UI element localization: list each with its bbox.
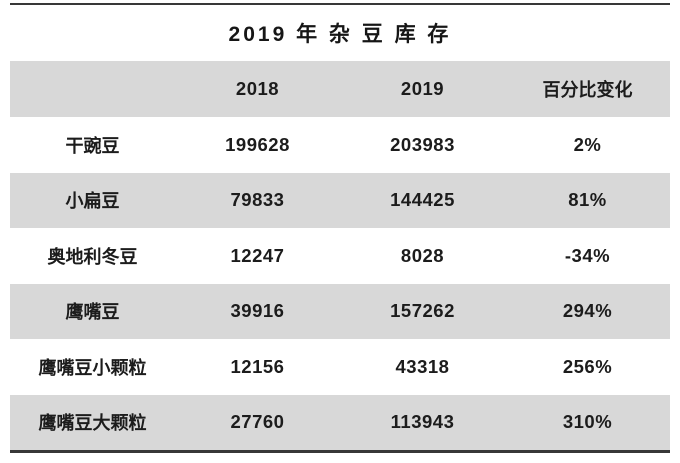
value-2019-cell: 144425: [390, 189, 455, 211]
value-2019-cell: 8028: [400, 244, 445, 266]
value-2019-cell: 203983: [390, 133, 455, 155]
percent-change-cell: 81%: [568, 189, 607, 211]
table-row: 鹰嘴豆小颗粒 12156 43318 256%: [10, 339, 670, 395]
value-2018-cell: 27760: [230, 411, 285, 433]
table-row: 鹰嘴豆 39916 157262 294%: [10, 283, 670, 339]
header-cell-change: 百分比变化: [542, 80, 633, 100]
table-header-row: 2018 2019 百分比变化: [10, 61, 670, 117]
table-top-rule: [10, 3, 670, 5]
row-label-cell: 鹰嘴豆: [65, 302, 120, 323]
value-2018-cell: 12247: [230, 244, 285, 266]
header-cell-2019: 2019: [400, 78, 445, 99]
table-row: 奥地利冬豆 12247 8028 -34%: [10, 228, 670, 284]
percent-change-cell: 256%: [562, 355, 613, 377]
value-2019-cell: 113943: [390, 411, 455, 433]
header-cell-2018: 2018: [235, 78, 280, 99]
value-2018-cell: 79833: [230, 189, 285, 211]
percent-change-cell: -34%: [564, 244, 611, 266]
row-label-cell: 鹰嘴豆小颗粒: [38, 357, 147, 378]
table-title: 2019 年 杂 豆 库 存: [228, 23, 452, 46]
value-2018-cell: 12156: [230, 355, 285, 377]
table-row: 鹰嘴豆大颗粒 27760 113943 310%: [10, 394, 670, 450]
percent-change-cell: 310%: [562, 411, 613, 433]
value-2018-cell: 39916: [230, 300, 285, 322]
row-label-cell: 小扁豆: [65, 191, 120, 212]
value-2019-cell: 157262: [390, 300, 455, 322]
row-label-cell: 奥地利冬豆: [47, 246, 138, 267]
table-row: 干豌豆 199628 203983 2%: [10, 117, 670, 173]
row-label-cell: 干豌豆: [65, 135, 120, 156]
value-2019-cell: 43318: [395, 355, 450, 377]
percent-change-cell: 2%: [573, 133, 602, 155]
table-bottom-rule: [10, 450, 670, 453]
percent-change-cell: 294%: [562, 300, 613, 322]
table-row: 小扁豆 79833 144425 81%: [10, 172, 670, 228]
row-label-cell: 鹰嘴豆大颗粒: [38, 413, 147, 434]
inventory-table: 2019 年 杂 豆 库 存 2018 2019 百分比变化 干豌豆 19962…: [10, 3, 670, 453]
value-2018-cell: 199628: [225, 133, 290, 155]
